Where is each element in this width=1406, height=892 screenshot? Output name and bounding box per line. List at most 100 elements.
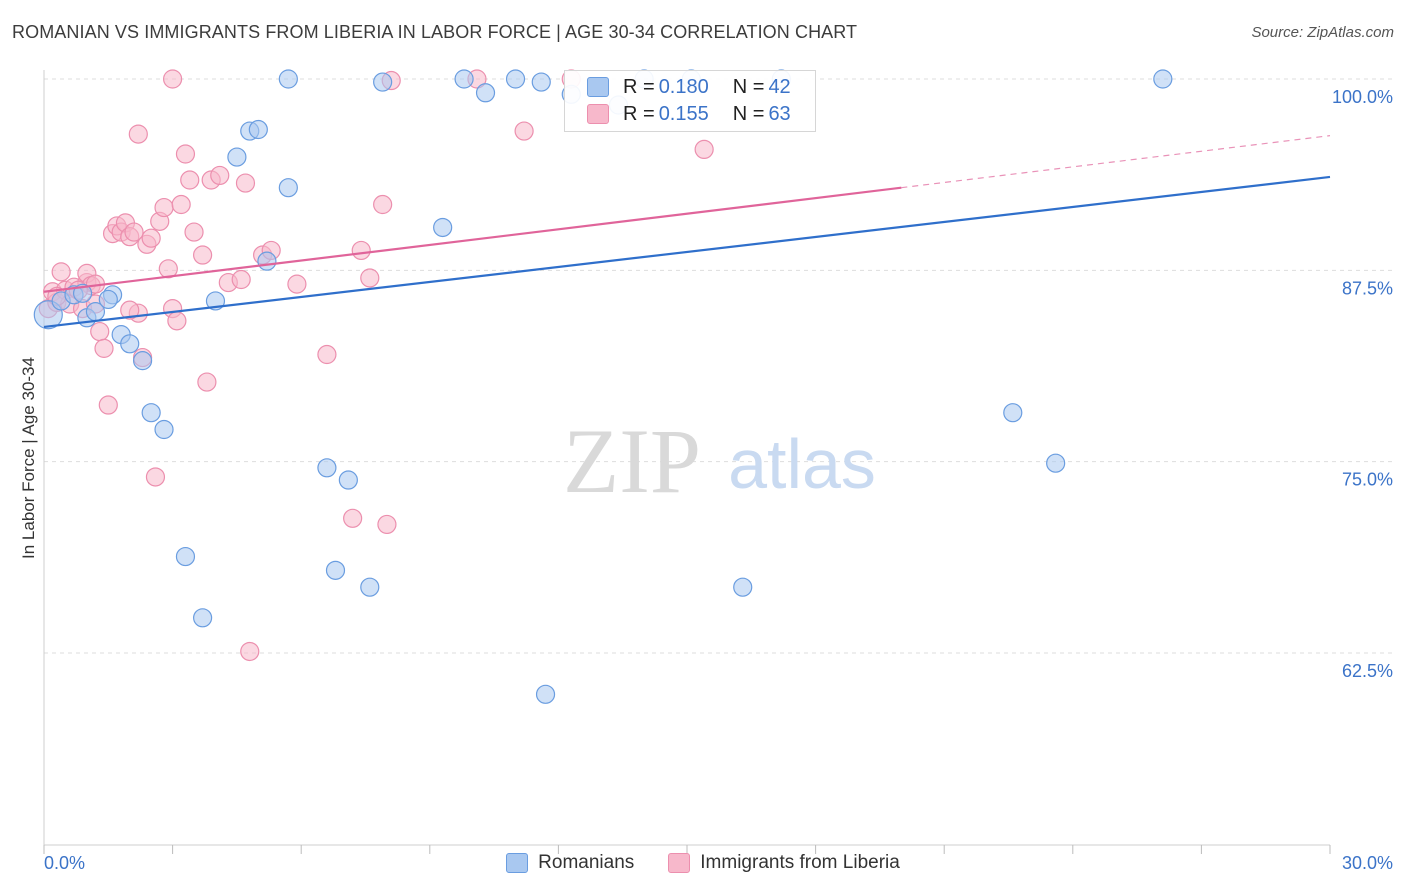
romanian-point [317, 458, 337, 478]
romanian-point [433, 217, 453, 238]
legend-r-value: 0.180 [658, 75, 709, 98]
liberia-point [235, 173, 256, 193]
legend-r-label: R = [623, 75, 655, 98]
liberia-point [193, 245, 213, 265]
liberia-point [184, 222, 204, 242]
watermark-atlas: atlas [728, 425, 876, 503]
trend-lines [43, 135, 1331, 329]
liberia-trend-line [43, 186, 902, 293]
romanian-point [72, 283, 93, 303]
romanian-point [193, 608, 213, 628]
liberia-point [98, 395, 118, 415]
romanian-point [120, 334, 140, 354]
romanian-point [325, 560, 346, 580]
legend-n-label: N = [732, 75, 765, 98]
legend-n-value: 42 [768, 75, 791, 98]
romanian-point [733, 577, 753, 597]
romanian-point [535, 684, 556, 704]
legend-item-romanians[interactable]: Romanians [506, 852, 634, 874]
correlation-legend: R = 0.180 N = 42 R = 0.155 N = 63 [564, 70, 816, 132]
liberia-point [351, 240, 371, 261]
liberia-point [51, 262, 71, 282]
liberia-point [163, 69, 183, 89]
romanian-trend-line [43, 175, 1331, 329]
liberia-point [287, 274, 307, 294]
liberia-point [128, 124, 148, 144]
romanian-point [505, 69, 526, 89]
x-ticks [43, 845, 1331, 854]
liberia-point [210, 165, 230, 186]
romanian-point [373, 72, 393, 92]
liberia-point [180, 170, 200, 190]
romanian-point [1003, 403, 1023, 423]
liberia-point [360, 268, 380, 288]
liberia-point [145, 467, 166, 487]
romanian-point [1153, 69, 1173, 89]
liberia-point [377, 514, 397, 535]
romanian-point [141, 403, 161, 423]
legend-row-liberia: R = 0.155 N = 63 [587, 101, 795, 127]
romanian-point [154, 419, 174, 440]
romanian-point [227, 147, 247, 167]
liberia-point [175, 144, 196, 164]
legend-r-label: R = [623, 102, 655, 125]
y-axis-label: In Labor Force | Age 30-34 [19, 357, 38, 559]
liberia-point [373, 194, 393, 215]
source-label: Source: ZipAtlas.com [1251, 24, 1394, 41]
legend-row-romanians: R = 0.180 N = 42 [587, 74, 795, 100]
y-tick-labels: 62.5% 75.0% 87.5% 100.0% [1332, 87, 1393, 681]
series-legend: Romanians Immigrants from Liberia [0, 852, 1406, 874]
liberia-point [120, 300, 140, 320]
watermark: ZIP atlas [563, 410, 876, 512]
legend-swatch-blue [506, 853, 529, 873]
liberia-point [90, 321, 110, 342]
romanian-point [360, 577, 380, 597]
romanian-point [338, 470, 358, 490]
legend-item-liberia[interactable]: Immigrants from Liberia [668, 852, 900, 874]
romanian-point [531, 72, 551, 92]
watermark-zip: ZIP [563, 410, 701, 512]
romanian-point [1046, 453, 1066, 473]
liberia-points [38, 69, 714, 662]
legend-swatch-pink [587, 104, 609, 124]
romanian-point [175, 546, 196, 567]
y-tick-label: 75.0% [1342, 470, 1393, 490]
legend-r-value: 0.155 [658, 102, 709, 125]
romanian-point [257, 251, 277, 271]
legend-swatch-pink [668, 853, 691, 873]
liberia-point [317, 344, 337, 365]
legend-label-romanians: Romanians [538, 852, 635, 873]
romanian-point [475, 83, 496, 103]
legend-n-value: 63 [768, 102, 791, 125]
romanian-point [278, 69, 298, 89]
liberia-point [124, 222, 144, 242]
romanian-point [454, 69, 474, 89]
liberia-trend-extension [901, 135, 1331, 189]
gridlines [44, 78, 1395, 654]
y-tick-label: 100.0% [1332, 87, 1393, 107]
liberia-point [141, 228, 161, 248]
liberia-point [158, 259, 178, 279]
liberia-point [154, 197, 174, 218]
liberia-point [343, 508, 363, 528]
romanian-point [132, 351, 153, 371]
liberia-point [240, 641, 260, 662]
y-tick-label: 87.5% [1342, 278, 1393, 298]
liberia-point [197, 372, 217, 392]
x-tick-label-right: 30.0% [1342, 853, 1393, 873]
liberia-point [167, 311, 187, 331]
y-tick-label: 62.5% [1342, 661, 1393, 681]
x-tick-label-left: 0.0% [44, 853, 85, 873]
chart-title: ROMANIAN VS IMMIGRANTS FROM LIBERIA IN L… [12, 22, 858, 42]
liberia-point [694, 139, 714, 160]
liberia-point [171, 194, 191, 215]
liberia-point [514, 121, 534, 141]
legend-n-label: N = [732, 102, 765, 125]
liberia-point [231, 269, 251, 290]
romanian-point [248, 119, 268, 140]
legend-swatch-blue [587, 77, 609, 97]
legend-label-liberia: Immigrants from Liberia [700, 852, 900, 873]
romanian-point [98, 289, 118, 310]
liberia-point [94, 338, 114, 358]
